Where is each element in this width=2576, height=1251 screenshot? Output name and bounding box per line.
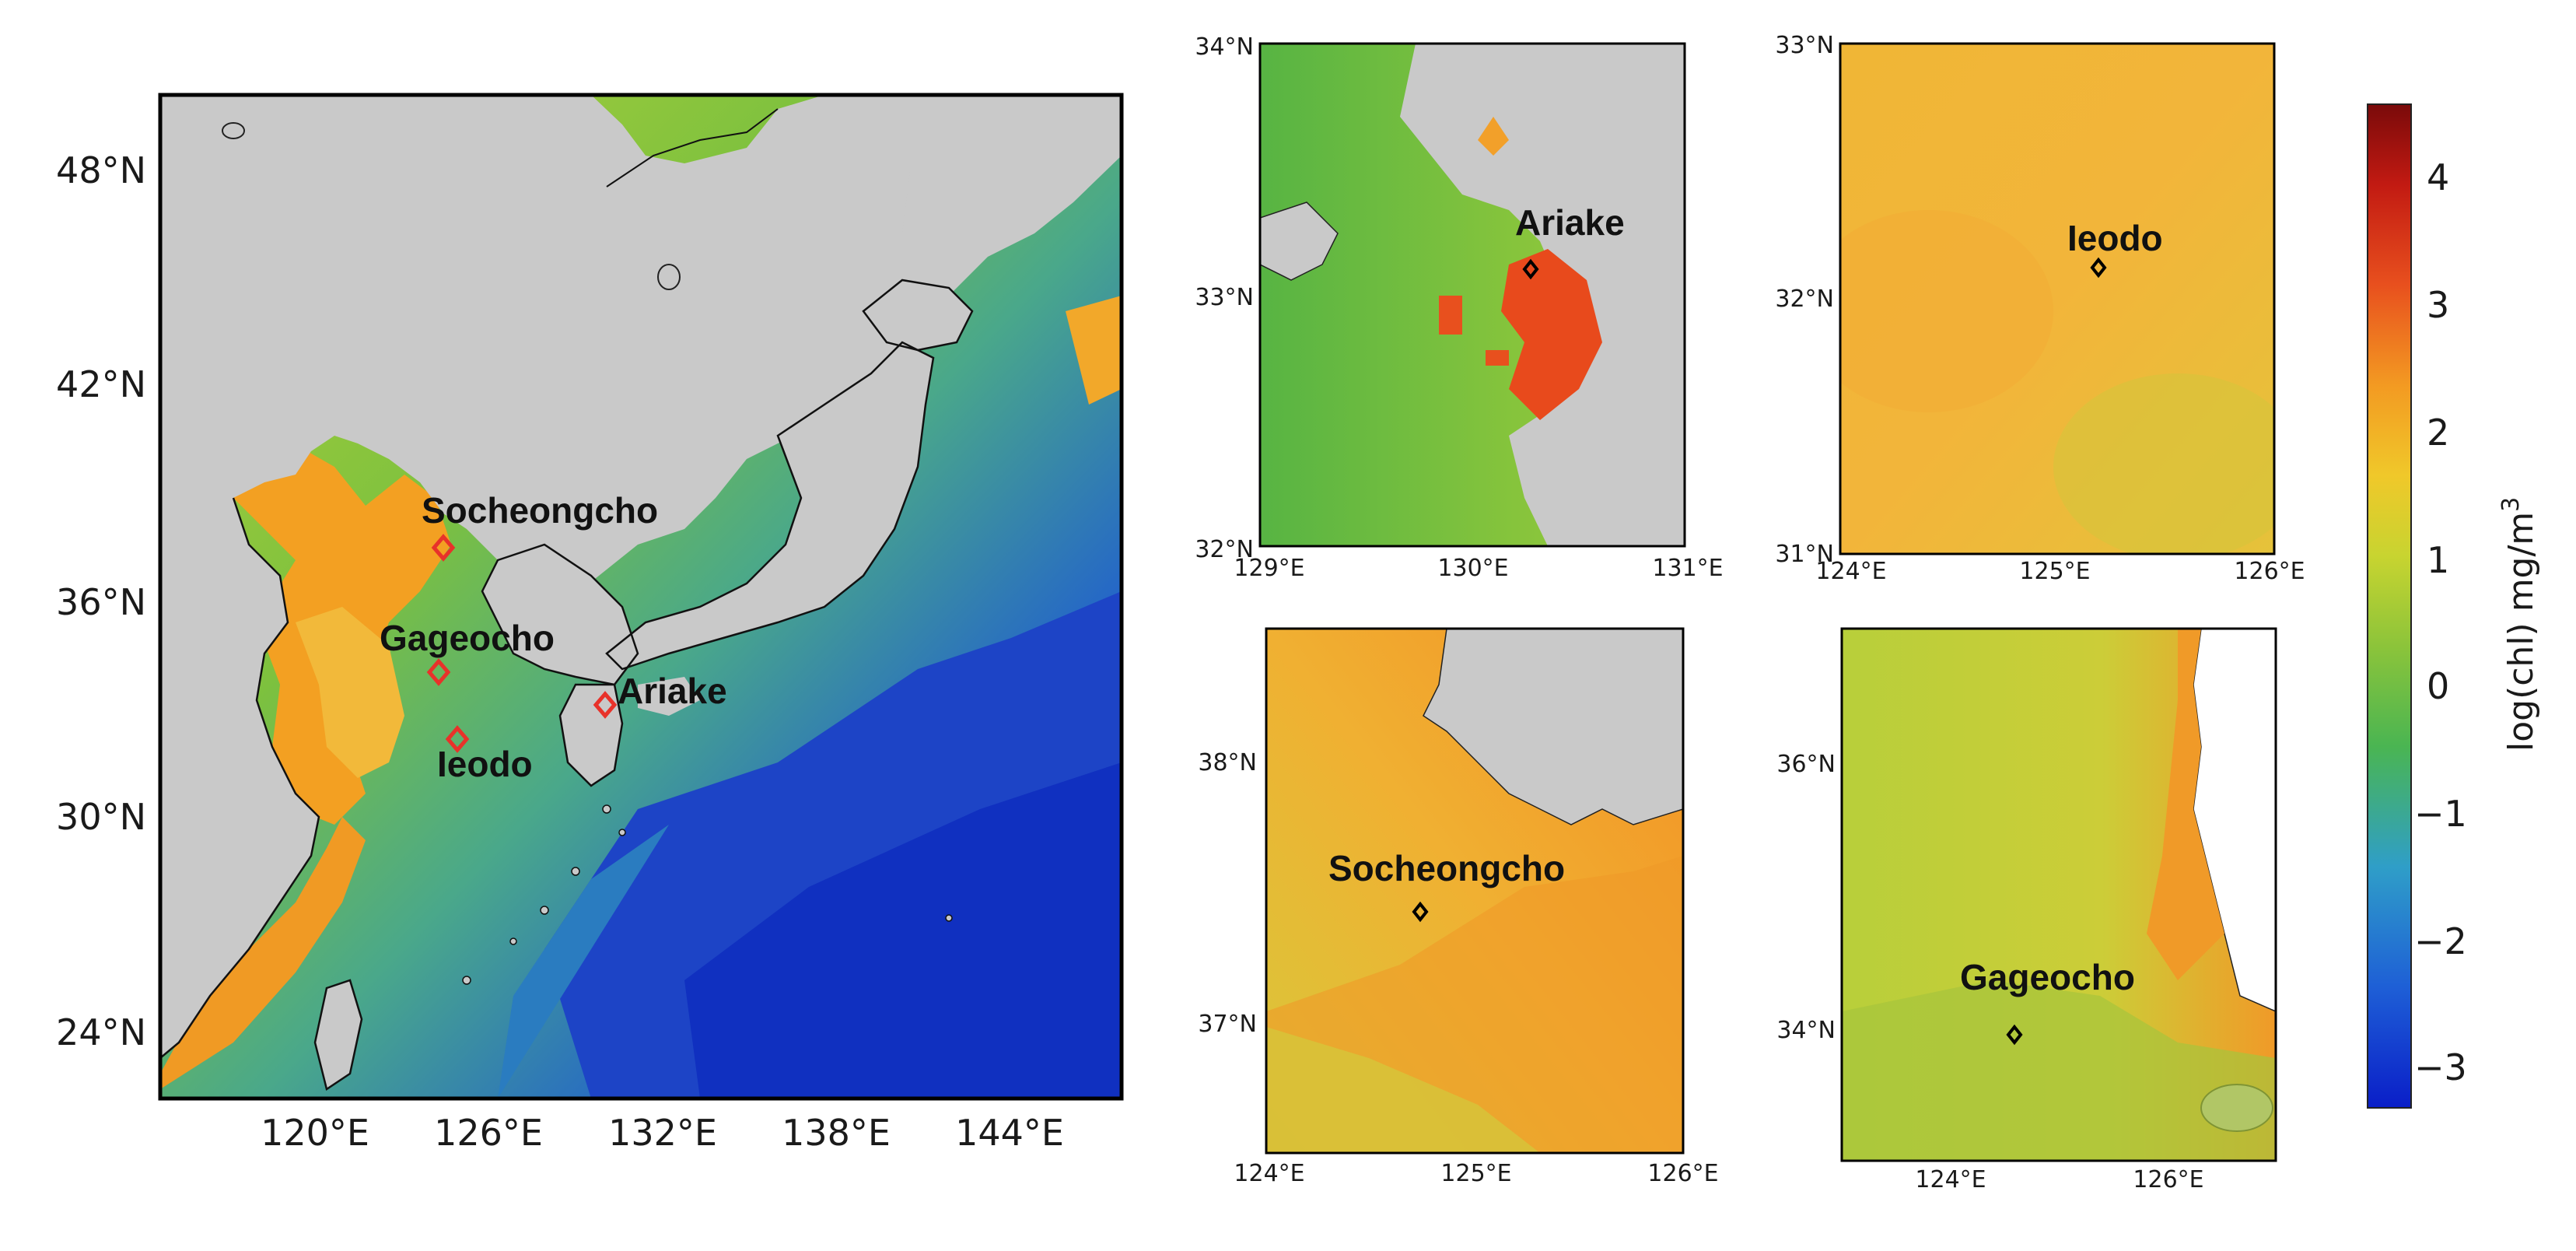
panel-socheongcho: Socheongcho 38°N 37°N 124°E 125°E 126°E [1198,627,1719,1187]
colorbar-label-main: log(chl) mg/m [2501,512,2541,752]
ariake-lon-tick: 131°E [1652,555,1723,582]
ariake-lat-tick: 32°N [1195,536,1254,563]
gage-lat-tick: 36°N [1776,751,1836,778]
main-map-field [160,95,1122,1099]
colorbar-tick: 2 [2427,412,2449,454]
soch-lat-tick: 38°N [1198,749,1257,776]
ieodo-lat-tick: 33°N [1775,32,1834,59]
main-lon-tick: 144°E [955,1112,1064,1154]
colorbar-label-sup: 3 [2497,497,2525,512]
colorbar-gradient [2367,103,2412,1109]
colorbar-tick: 3 [2427,284,2449,326]
main-lon-tick: 120°E [261,1112,369,1154]
colorbar-tick: −3 [2414,1046,2467,1088]
panel-ieodo-title: Ieodo [2067,218,2163,258]
main-lat-tick: 48°N [56,149,146,191]
panel-socheongcho-title: Socheongcho [1328,848,1565,888]
marker-ariake[interactable] [593,691,618,719]
ariake-lon-tick: 129°E [1234,555,1304,582]
marker-ieodo[interactable] [445,725,470,753]
colorbar-tick: 1 [2427,539,2449,581]
ieodo-lat-tick: 32°N [1775,286,1834,313]
main-map: Socheongcho Gageocho Ariake Ieodo 48°N 4… [56,93,1124,1154]
label-ariake: Ariake [618,671,727,711]
main-map-site-labels: Socheongcho Gageocho Ariake Ieodo [380,490,727,784]
colorbar-label: log(chl) mg/m3 [2497,497,2541,752]
marker-ariake-detail[interactable] [1522,258,1539,280]
marker-socheongcho-detail[interactable] [1412,901,1429,923]
main-lat-tick: 30°N [56,796,146,838]
main-lon-tick: 132°E [608,1112,717,1154]
soch-lon-tick: 124°E [1234,1160,1304,1187]
main-lon-tick: 138°E [782,1112,891,1154]
main-map-markers [426,534,618,753]
marker-socheongcho[interactable] [431,534,456,562]
ieodo-lon-tick: 126°E [2234,558,2305,585]
marker-gageocho-detail[interactable] [2006,1024,2023,1046]
panel-ieodo: Ieodo 33°N 32°N 31°N 124°E 125°E 126°E [1775,32,2305,585]
label-gageocho: Gageocho [380,618,555,658]
main-lat-tick: 42°N [56,363,146,405]
main-lat-tick: 24°N [56,1011,146,1053]
panel-ariake-title: Ariake [1515,202,1625,243]
marker-ieodo-detail[interactable] [2090,257,2107,279]
panel-ariake: Ariake 34°N 33°N 32°N 129°E 130°E 131°E [1195,33,1723,582]
marker-gageocho[interactable] [426,658,451,686]
gage-lon-tick: 126°E [2133,1166,2203,1193]
soch-lon-tick: 125°E [1440,1160,1511,1187]
colorbar-tick: 4 [2427,156,2449,198]
soch-lat-tick: 37°N [1198,1011,1257,1038]
label-socheongcho: Socheongcho [422,490,658,531]
colorbar: 4 3 2 1 0 −1 −2 −3 log(chl) mg/m3 [2367,103,2541,1109]
ariake-lat-tick: 33°N [1195,284,1254,311]
ariake-lon-tick: 130°E [1437,555,1508,582]
colorbar-tick: −1 [2414,793,2467,835]
ariake-lat-tick: 34°N [1195,33,1254,61]
main-lon-tick: 126°E [434,1112,543,1154]
main-lat-tick: 36°N [56,581,146,623]
colorbar-tick: −2 [2414,920,2467,962]
main-lon-ticks: 120°E 126°E 132°E 138°E 144°E [261,1112,1064,1154]
ieodo-lat-tick: 31°N [1775,541,1834,568]
ieodo-lon-tick: 125°E [2019,558,2090,585]
gage-lat-tick: 34°N [1776,1017,1836,1044]
panel-gageocho-title: Gageocho [1960,957,2135,997]
ieodo-lon-tick: 124°E [1815,558,1886,585]
colorbar-ticks: 4 3 2 1 0 −1 −2 −3 [2414,156,2467,1088]
label-ieodo: Ieodo [437,744,533,784]
panel-gageocho: Gageocho 36°N 34°N 124°E 126°E [1776,627,2277,1193]
soch-lon-tick: 126°E [1647,1160,1718,1187]
gage-lon-tick: 124°E [1915,1166,1986,1193]
colorbar-tick: 0 [2427,665,2449,707]
main-lat-ticks: 48°N 42°N 36°N 30°N 24°N [56,149,146,1053]
